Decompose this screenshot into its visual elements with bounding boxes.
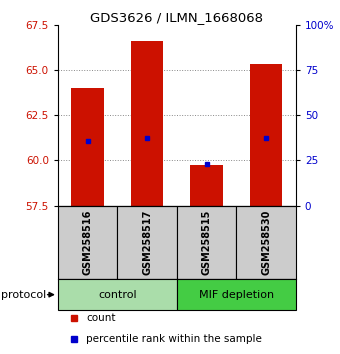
Text: GSM258515: GSM258515	[202, 210, 211, 275]
Bar	[71, 88, 104, 206]
Title: GDS3626 / ILMN_1668068: GDS3626 / ILMN_1668068	[90, 11, 263, 24]
Bar	[131, 41, 164, 206]
Bar	[177, 279, 296, 310]
Text: GSM258516: GSM258516	[83, 210, 92, 275]
Bar	[117, 206, 177, 279]
Text: percentile rank within the sample: percentile rank within the sample	[86, 334, 262, 344]
Bar	[190, 165, 223, 206]
Text: MIF depletion: MIF depletion	[199, 290, 274, 299]
Text: count: count	[86, 313, 116, 323]
Text: GSM258530: GSM258530	[261, 210, 271, 275]
Text: control: control	[98, 290, 137, 299]
Bar	[236, 206, 296, 279]
Text: GSM258517: GSM258517	[142, 210, 152, 275]
Text: protocol: protocol	[1, 290, 46, 299]
Bar	[58, 206, 117, 279]
Bar	[58, 279, 177, 310]
Bar	[177, 206, 236, 279]
Bar	[250, 64, 283, 206]
